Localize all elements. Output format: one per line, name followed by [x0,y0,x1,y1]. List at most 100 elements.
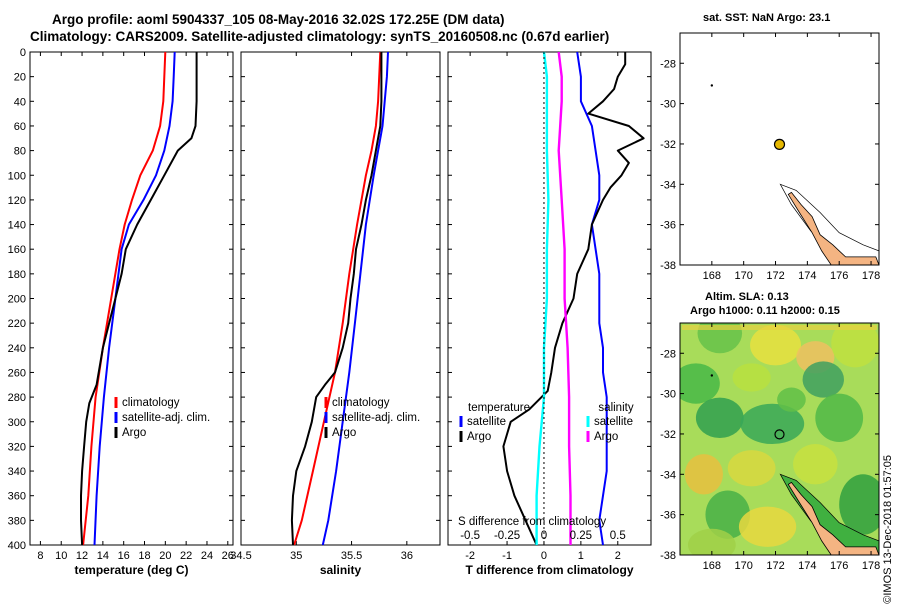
map-sst_map [679,32,880,266]
x-axis-label: T difference from climatology [465,563,633,577]
x-tick-label: 12 [76,550,88,562]
y-tick-label: 60 [14,121,26,133]
y-tick-label: 360 [8,491,26,503]
legend-title-salinity: salinity [598,402,633,414]
sst-map-title: sat. SST: NaN Argo: 23.1 [703,12,831,24]
sla-anomaly-patch [750,325,801,366]
y-tick-label: 260 [8,367,26,379]
map-y-tick-label: -34 [660,179,676,191]
y-tick-label: 120 [8,195,26,207]
y-tick-label: 180 [8,269,26,281]
argo-position-marker [774,429,785,440]
sla-anomaly-patch [802,361,844,398]
y-tick-label: 40 [14,96,26,108]
map-x-tick-label: 174 [798,560,816,572]
series-line-s-argo [535,51,550,545]
top-tick-label: 0 [541,530,547,542]
panel-frame-salinity [240,51,441,546]
x-tick-label: 26 [222,550,234,562]
sla-anomaly-patch [727,450,776,487]
legend-label: Argo [122,427,146,439]
map-x-tick-label: 178 [862,270,880,282]
y-tick-label: 320 [8,441,26,453]
series-line-s-satellite [557,51,572,545]
x-tick-label: 35.5 [341,550,362,562]
x-tick-label: -1 [502,550,512,562]
x-axis-label: salinity [320,563,362,577]
map-y-tick-label: -32 [660,429,676,441]
series-line-satellite-adj-clim- [93,51,176,546]
legend-label: satellite [594,416,633,428]
sla-map-title-2: Argo h1000: 0.11 h2000: 0.15 [690,305,840,317]
sla-anomaly-patch [680,363,720,404]
legend-label: satellite-adj. clim. [122,412,210,424]
sla-anomaly-patch [777,387,806,412]
legend-title-temperature: temperature [468,402,530,414]
norfolk-island [710,374,714,377]
x-tick-label: 10 [55,550,67,562]
y-tick-label: 200 [8,294,26,306]
map-y-tick-label: -38 [660,550,676,562]
series-line-argo [290,52,383,546]
top-tick-label: 0.5 [610,530,626,542]
x-tick-label: 14 [97,550,109,562]
y-tick-label: 300 [8,417,26,429]
top-tick-label: 0.25 [570,530,592,542]
y-tick-label: 20 [14,72,26,84]
sla-anomaly-patch [695,397,744,438]
map-y-tick-label: -28 [660,58,676,70]
norfolk-island [710,84,714,87]
argo-position-marker [773,138,786,150]
legend-label: climatology [122,397,180,409]
y-tick-label: 340 [8,466,26,478]
x-tick-label: 36 [401,550,413,562]
map-y-tick-label: -36 [660,220,676,232]
new-zealand-land [787,191,880,266]
x-tick-label: -2 [465,550,475,562]
map-y-tick-label: -28 [660,348,676,360]
x-tick-label: 35 [290,550,302,562]
sla-anomaly-patch [697,323,743,354]
y-tick-label: 240 [8,343,26,355]
x-tick-label: 16 [118,550,130,562]
x-tick-label: 18 [138,550,150,562]
sla-map-title-1: Altim. SLA: 0.13 [705,291,789,303]
map-y-tick-label: -32 [660,139,676,151]
map-x-tick-label: 174 [798,270,816,282]
y-tick-label: 140 [8,220,26,232]
sla-anomaly-patch [740,403,805,445]
sla-anomaly-patch [732,363,771,392]
map-frame [679,322,880,556]
legend-label: Argo [594,431,618,443]
x-tick-label: 0 [541,550,547,562]
map-y-tick-label: -38 [660,260,676,272]
new-zealand-land [787,481,880,556]
x-tick-label: 8 [37,550,43,562]
map-x-tick-label: 178 [862,560,880,572]
sla-anomaly-patch [815,393,864,443]
sla-anomaly-patch [684,454,723,495]
x-tick-label: 1 [578,550,584,562]
series-line-t-satellite [576,51,608,546]
y-tick-label: 380 [8,515,26,527]
x-tick-label: 34.5 [230,550,251,562]
sla-anomaly-patch [839,474,879,535]
map-x-tick-label: 176 [830,270,848,282]
legend-label: satellite [467,416,506,428]
map-x-tick-label: 176 [830,560,848,572]
top-tick-label: -0.25 [494,530,520,542]
y-tick-label: 160 [8,244,26,256]
legend-label: Argo [467,431,491,443]
x-axis-label: temperature (deg C) [74,563,188,577]
x-tick-label: 20 [159,550,171,562]
map-y-tick-label: -30 [660,389,676,401]
sla-anomaly-patch [687,528,736,555]
x-tick-label: 2 [615,550,621,562]
y-tick-label: 220 [8,318,26,330]
map-x-tick-label: 170 [735,560,753,572]
map-x-tick-label: 168 [703,560,721,572]
sla-anomaly-patch [705,490,751,539]
series-line-t-argo [502,52,645,546]
y-tick-label: 80 [14,146,26,158]
sla-heatmap-field [680,323,879,555]
